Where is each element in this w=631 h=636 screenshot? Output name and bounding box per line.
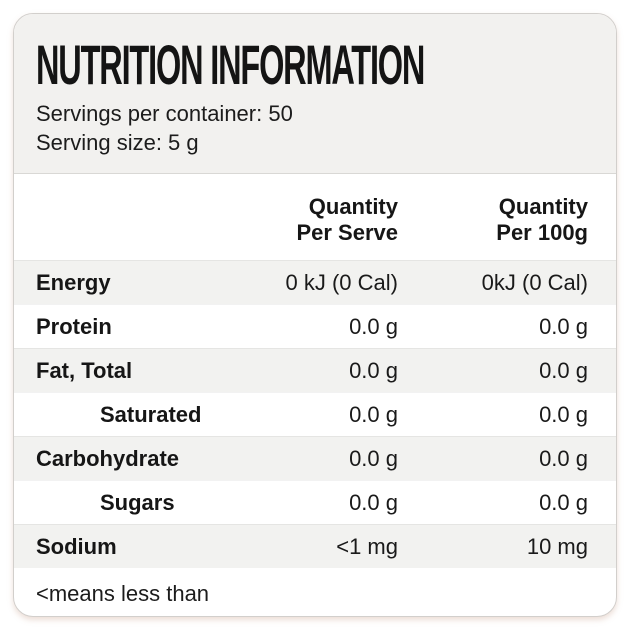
nutrient-name: Saturated <box>100 401 202 427</box>
value-per-100g: 0.0 g <box>539 313 588 339</box>
nutrient-name: Energy <box>36 269 111 295</box>
less-than-footnote: <means less than <box>36 581 210 606</box>
nutrient-name: Sugars <box>100 489 175 515</box>
value-per-serve: 0 kJ (0 Cal) <box>285 269 398 295</box>
nutrient-name: Carbohydrate <box>36 445 180 471</box>
table-row-energy: Energy 0 kJ (0 Cal) 0kJ (0 Cal) <box>14 260 616 304</box>
nutrient-table: Energy 0 kJ (0 Cal) 0kJ (0 Cal) Protein … <box>14 260 616 568</box>
table-row-sugars: Sugars 0.0 g 0.0 g <box>14 480 616 524</box>
value-per-100g: 0.0 g <box>539 401 588 427</box>
value-per-serve: 0.0 g <box>349 313 398 339</box>
serving-size-text: Serving size: 5 g <box>36 130 199 155</box>
nutrition-label-card: NUTRITION INFORMATION Servings per conta… <box>13 13 617 617</box>
value-per-serve: 0.0 g <box>349 445 398 471</box>
servings-per-container-text: Servings per container: 50 <box>36 101 293 126</box>
nutrient-name: Sodium <box>36 533 117 559</box>
table-row-protein: Protein 0.0 g 0.0 g <box>14 304 616 348</box>
value-per-100g: 0.0 g <box>539 489 588 515</box>
table-column-headers: Quantity Per Serve Quantity Per 100g <box>14 174 616 260</box>
value-per-serve: 0.0 g <box>349 401 398 427</box>
nutrient-name: Fat, Total <box>36 357 133 383</box>
table-row-carbohydrate: Carbohydrate 0.0 g 0.0 g <box>14 436 616 480</box>
value-per-100g: 0kJ (0 Cal) <box>481 269 588 295</box>
value-per-serve: <1 mg <box>336 533 398 559</box>
table-row-saturated: Saturated 0.0 g 0.0 g <box>14 392 616 436</box>
value-per-100g: 10 mg <box>526 533 588 559</box>
column-header-per-100g: Quantity Per 100g <box>496 194 588 245</box>
value-per-100g: 0.0 g <box>539 357 588 383</box>
nutrient-name: Protein <box>36 313 112 339</box>
label-header: NUTRITION INFORMATION Servings per conta… <box>14 14 616 174</box>
column-header-per-serve: Quantity Per Serve <box>296 194 398 245</box>
value-per-100g: 0.0 g <box>539 445 588 471</box>
value-per-serve: 0.0 g <box>349 357 398 383</box>
page-title: NUTRITION INFORMATION <box>36 33 425 96</box>
serving-info: Servings per container: 50 Serving size:… <box>36 99 594 157</box>
table-row-fat-total: Fat, Total 0.0 g 0.0 g <box>14 348 616 392</box>
value-per-serve: 0.0 g <box>349 489 398 515</box>
table-row-sodium: Sodium <1 mg 10 mg <box>14 524 616 568</box>
